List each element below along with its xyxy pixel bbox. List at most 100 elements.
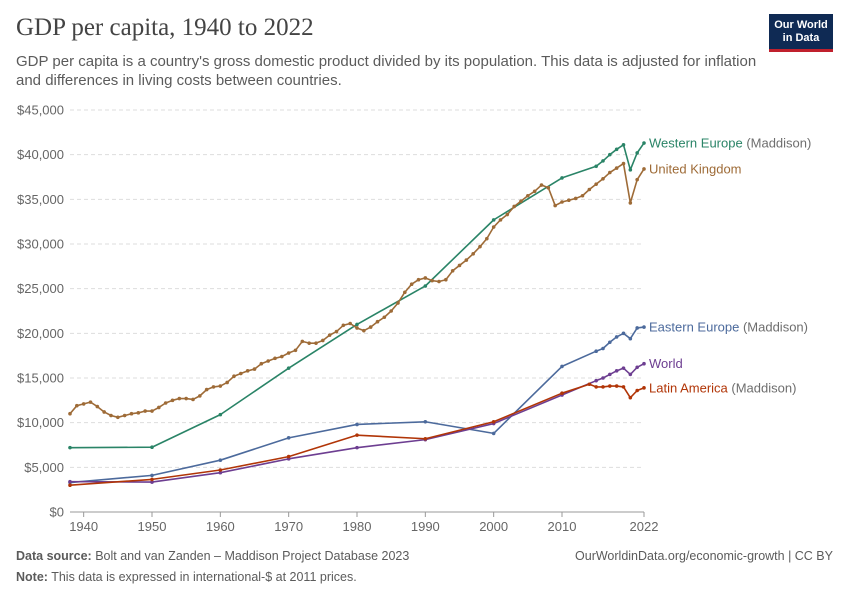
logo-line-2: in Data: [782, 32, 820, 44]
data-point: [594, 385, 598, 389]
data-point: [512, 204, 516, 209]
logo-line-1: Our World: [774, 19, 828, 31]
data-point: [232, 374, 236, 379]
data-point: [286, 436, 291, 440]
data-point: [621, 143, 626, 147]
data-point: [259, 361, 264, 366]
y-tick-label: $30,000: [17, 237, 64, 252]
data-point: [608, 340, 612, 345]
data-point: [239, 371, 243, 376]
data-point: [355, 326, 359, 330]
series-label-world[interactable]: World: [649, 356, 683, 371]
data-point: [485, 236, 489, 241]
series-label-eastern-europe[interactable]: Eastern Europe (Maddison): [649, 320, 808, 335]
source-url-link[interactable]: OurWorldinData.org/economic-growth | CC …: [575, 549, 833, 563]
data-point: [129, 411, 134, 416]
data-point: [348, 321, 352, 326]
chart-subtitle: GDP per capita is a country's gross dome…: [16, 53, 757, 89]
series-united-kingdom[interactable]: [68, 161, 646, 420]
data-point: [608, 152, 612, 157]
data-point: [204, 387, 209, 392]
series-label-united-kingdom[interactable]: United Kingdom: [649, 161, 742, 176]
series-label-western-europe[interactable]: Western Europe (Maddison): [649, 136, 811, 151]
data-point: [382, 315, 387, 320]
data-point: [218, 384, 223, 388]
data-point: [245, 369, 250, 373]
data-point: [150, 480, 154, 484]
data-point: [355, 322, 359, 327]
series-western-europe[interactable]: [68, 141, 646, 450]
data-point: [642, 361, 646, 366]
data-point: [116, 415, 120, 420]
x-tick-label: 1980: [343, 519, 372, 534]
data-point: [68, 411, 72, 416]
data-point: [526, 193, 530, 198]
data-point: [560, 364, 564, 369]
data-point: [491, 419, 496, 424]
data-point: [355, 422, 359, 427]
data-point: [280, 354, 284, 359]
grid-lines: [70, 109, 644, 468]
data-point: [594, 164, 598, 169]
data-point: [416, 277, 421, 282]
data-point: [642, 386, 646, 390]
data-point: [150, 409, 154, 413]
data-point: [252, 367, 257, 371]
y-tick-label: $10,000: [17, 415, 64, 430]
data-point: [560, 176, 564, 180]
data-point: [157, 405, 161, 410]
data-point: [307, 341, 311, 345]
x-tick-label: 1940: [69, 519, 98, 534]
series-latin-america[interactable]: [68, 382, 646, 488]
data-point: [266, 359, 270, 363]
data-point: [614, 384, 619, 388]
y-axis-ticks: $0 $5,000 $10,000 $15,000 $20,000 $25,000 $30,…: [17, 103, 64, 520]
data-point: [444, 277, 448, 282]
data-point: [478, 244, 482, 249]
data-point: [573, 196, 578, 201]
data-point: [191, 397, 195, 402]
series-eastern-europe[interactable]: [68, 325, 646, 485]
series-label-suffix: (Maddison): [728, 380, 797, 395]
data-point: [635, 365, 639, 370]
data-point: [608, 384, 612, 388]
data-point: [81, 402, 86, 406]
data-point: [519, 199, 523, 203]
data-point: [423, 284, 428, 288]
series-labels: Western Europe (Maddison) United Kingdom E…: [649, 136, 811, 396]
data-point: [375, 319, 380, 324]
data-point: [491, 218, 496, 222]
data-point: [628, 201, 633, 205]
data-point: [68, 479, 72, 484]
data-point: [334, 329, 339, 334]
note-label: Note:: [16, 570, 48, 584]
data-point: [601, 385, 605, 389]
data-point: [286, 454, 291, 459]
data-point: [471, 252, 475, 256]
data-point: [450, 269, 455, 273]
y-tick-label: $35,000: [17, 192, 64, 207]
data-point: [143, 409, 147, 413]
series-label-latin-america[interactable]: Latin America (Maddison): [649, 380, 796, 395]
data-point: [321, 338, 325, 343]
data-point: [150, 473, 154, 478]
data-point: [218, 458, 223, 462]
data-point: [587, 382, 592, 387]
note: Note: This data is expressed in internat…: [16, 570, 357, 584]
y-tick-label: $0: [50, 505, 64, 520]
data-point: [614, 335, 619, 339]
data-point: [628, 336, 633, 341]
data-point: [553, 203, 557, 208]
data-point: [218, 470, 223, 475]
owid-logo[interactable]: Our World in Data: [769, 14, 833, 52]
data-point: [177, 396, 182, 401]
data-point: [355, 433, 359, 437]
data-point: [635, 177, 639, 182]
data-point: [286, 351, 291, 355]
data-point: [580, 193, 585, 198]
data-point: [505, 212, 510, 217]
data-point: [628, 395, 633, 400]
data-source-label: Data source:: [16, 549, 92, 563]
data-point: [102, 410, 106, 414]
x-tick-label: 2000: [479, 519, 508, 534]
